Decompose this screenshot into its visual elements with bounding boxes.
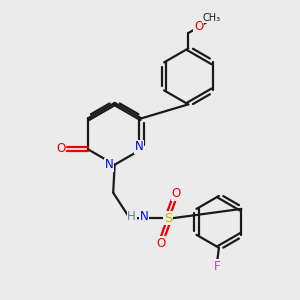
Text: H: H [128, 210, 136, 223]
Text: O: O [171, 187, 181, 200]
Text: S: S [164, 212, 172, 225]
Text: O: O [56, 142, 65, 155]
Text: N: N [140, 210, 148, 223]
Text: N: N [135, 140, 143, 153]
Text: O: O [156, 236, 165, 250]
Text: O: O [194, 20, 203, 33]
Text: N: N [105, 158, 114, 171]
Text: CH₃: CH₃ [203, 13, 221, 23]
Text: F: F [214, 260, 221, 272]
